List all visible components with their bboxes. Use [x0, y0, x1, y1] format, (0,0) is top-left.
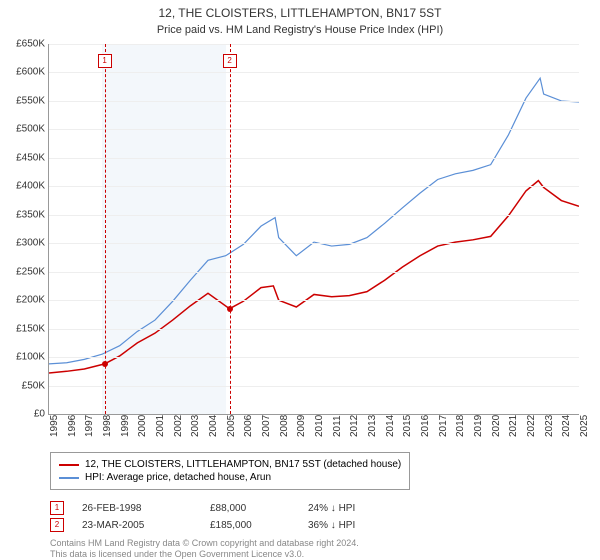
events-table: 1 26-FEB-1998 £88,000 24% ↓ HPI 2 23-MAR-2005… — [50, 498, 398, 535]
ytick-label: £600K — [5, 67, 45, 78]
xtick-label: 2009 — [296, 415, 307, 437]
event-note: 24% ↓ HPI — [308, 503, 398, 514]
xtick-label: 2012 — [349, 415, 360, 437]
legend-label: HPI: Average price, detached house, Arun — [85, 472, 271, 483]
marker-line — [105, 44, 106, 414]
gridline — [49, 243, 579, 244]
chart-subtitle: Price paid vs. HM Land Registry's House … — [0, 24, 600, 36]
gridline — [49, 215, 579, 216]
chart-title: 12, THE CLOISTERS, LITTLEHAMPTON, BN17 5… — [0, 0, 600, 22]
series-property — [49, 181, 579, 373]
ytick-label: £350K — [5, 209, 45, 220]
xtick-label: 2008 — [279, 415, 290, 437]
ytick-label: £400K — [5, 181, 45, 192]
xtick-label: 2020 — [491, 415, 502, 437]
legend-label: 12, THE CLOISTERS, LITTLEHAMPTON, BN17 5… — [85, 459, 401, 470]
ytick-label: £250K — [5, 266, 45, 277]
xtick-label: 1996 — [67, 415, 78, 437]
gridline — [49, 158, 579, 159]
event-date: 26-FEB-1998 — [82, 503, 192, 514]
xtick-label: 2014 — [385, 415, 396, 437]
xtick-label: 2003 — [190, 415, 201, 437]
gridline — [49, 72, 579, 73]
xtick-label: 2015 — [402, 415, 413, 437]
ytick-label: £650K — [5, 39, 45, 50]
xtick-label: 2007 — [261, 415, 272, 437]
plot-area: £0£50K£100K£150K£200K£250K£300K£350K£400… — [48, 44, 579, 415]
gridline — [49, 44, 579, 45]
xtick-label: 2018 — [455, 415, 466, 437]
attribution: Contains HM Land Registry data © Crown c… — [50, 538, 359, 560]
ytick-label: £150K — [5, 323, 45, 334]
xtick-label: 2023 — [544, 415, 555, 437]
xtick-label: 2006 — [243, 415, 254, 437]
marker-line — [230, 44, 231, 414]
event-note: 36% ↓ HPI — [308, 520, 398, 531]
event-num-box: 2 — [50, 518, 64, 532]
xtick-label: 2013 — [367, 415, 378, 437]
xtick-label: 2004 — [208, 415, 219, 437]
xtick-label: 2017 — [438, 415, 449, 437]
xtick-label: 2025 — [579, 415, 590, 437]
ytick-label: £300K — [5, 238, 45, 249]
ytick-label: £50K — [5, 380, 45, 391]
event-num-box: 1 — [50, 501, 64, 515]
ytick-label: £450K — [5, 152, 45, 163]
gridline — [49, 300, 579, 301]
gridline — [49, 129, 579, 130]
xtick-label: 2000 — [137, 415, 148, 437]
xtick-label: 2005 — [226, 415, 237, 437]
ytick-label: £200K — [5, 295, 45, 306]
xtick-label: 2002 — [173, 415, 184, 437]
xtick-label: 2010 — [314, 415, 325, 437]
xtick-label: 1995 — [49, 415, 60, 437]
chart-container: 12, THE CLOISTERS, LITTLEHAMPTON, BN17 5… — [0, 0, 600, 560]
gridline — [49, 329, 579, 330]
legend-item: 12, THE CLOISTERS, LITTLEHAMPTON, BN17 5… — [59, 459, 401, 470]
xtick-label: 2016 — [420, 415, 431, 437]
event-row: 2 23-MAR-2005 £185,000 36% ↓ HPI — [50, 518, 398, 532]
gridline — [49, 101, 579, 102]
event-row: 1 26-FEB-1998 £88,000 24% ↓ HPI — [50, 501, 398, 515]
ytick-label: £550K — [5, 95, 45, 106]
event-price: £185,000 — [210, 520, 290, 531]
gridline — [49, 386, 579, 387]
legend-swatch — [59, 477, 79, 479]
event-date: 23-MAR-2005 — [82, 520, 192, 531]
attribution-line1: Contains HM Land Registry data © Crown c… — [50, 538, 359, 549]
ytick-label: £0 — [5, 409, 45, 420]
xtick-label: 1998 — [102, 415, 113, 437]
gridline — [49, 357, 579, 358]
event-price: £88,000 — [210, 503, 290, 514]
xtick-label: 1999 — [120, 415, 131, 437]
sale-dot — [227, 306, 233, 312]
ytick-label: £100K — [5, 352, 45, 363]
sale-dot — [102, 361, 108, 367]
xtick-label: 2001 — [155, 415, 166, 437]
xtick-label: 1997 — [84, 415, 95, 437]
xtick-label: 2022 — [526, 415, 537, 437]
line-svg — [49, 44, 579, 414]
series-hpi — [49, 78, 579, 364]
attribution-line2: This data is licensed under the Open Gov… — [50, 549, 359, 560]
marker-box: 1 — [98, 54, 112, 68]
legend-item: HPI: Average price, detached house, Arun — [59, 472, 401, 483]
ytick-label: £500K — [5, 124, 45, 135]
gridline — [49, 272, 579, 273]
xtick-label: 2019 — [473, 415, 484, 437]
xtick-label: 2011 — [332, 415, 343, 437]
xtick-label: 2021 — [508, 415, 519, 437]
legend-swatch — [59, 464, 79, 466]
xtick-label: 2024 — [561, 415, 572, 437]
legend: 12, THE CLOISTERS, LITTLEHAMPTON, BN17 5… — [50, 452, 410, 490]
gridline — [49, 186, 579, 187]
marker-box: 2 — [223, 54, 237, 68]
